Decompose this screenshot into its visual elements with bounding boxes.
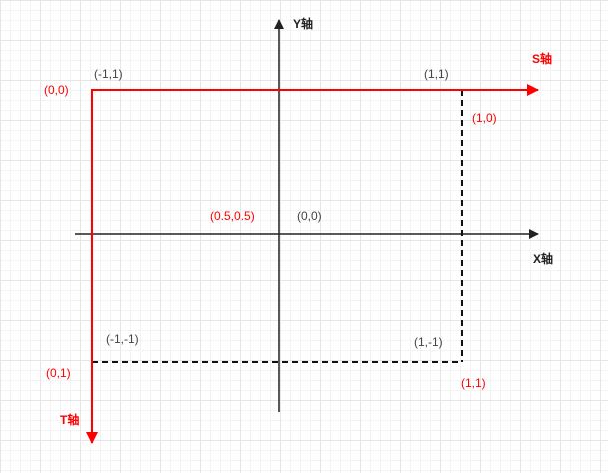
xy-top-left-label: (-1,1) bbox=[94, 67, 123, 81]
y-axis-label: Y轴 bbox=[293, 16, 313, 31]
st-top-right-label: (1,0) bbox=[472, 111, 497, 125]
xy-bottom-right-label: (1,-1) bbox=[414, 335, 443, 349]
st-center-label: (0.5,0.5) bbox=[210, 209, 255, 223]
xy-bottom-left-label: (-1,-1) bbox=[106, 332, 139, 346]
st-origin-label: (0,0) bbox=[44, 83, 69, 97]
st-bottom-left-label: (0,1) bbox=[46, 366, 71, 380]
xy-top-right-label: (1,1) bbox=[424, 67, 449, 81]
st-bottom-right-label: (1,1) bbox=[461, 376, 486, 390]
t-axis-label: T轴 bbox=[60, 412, 79, 427]
x-axis-label: X轴 bbox=[533, 251, 553, 266]
s-axis-label: S轴 bbox=[532, 51, 552, 66]
xy-origin-label: (0,0) bbox=[297, 209, 322, 223]
